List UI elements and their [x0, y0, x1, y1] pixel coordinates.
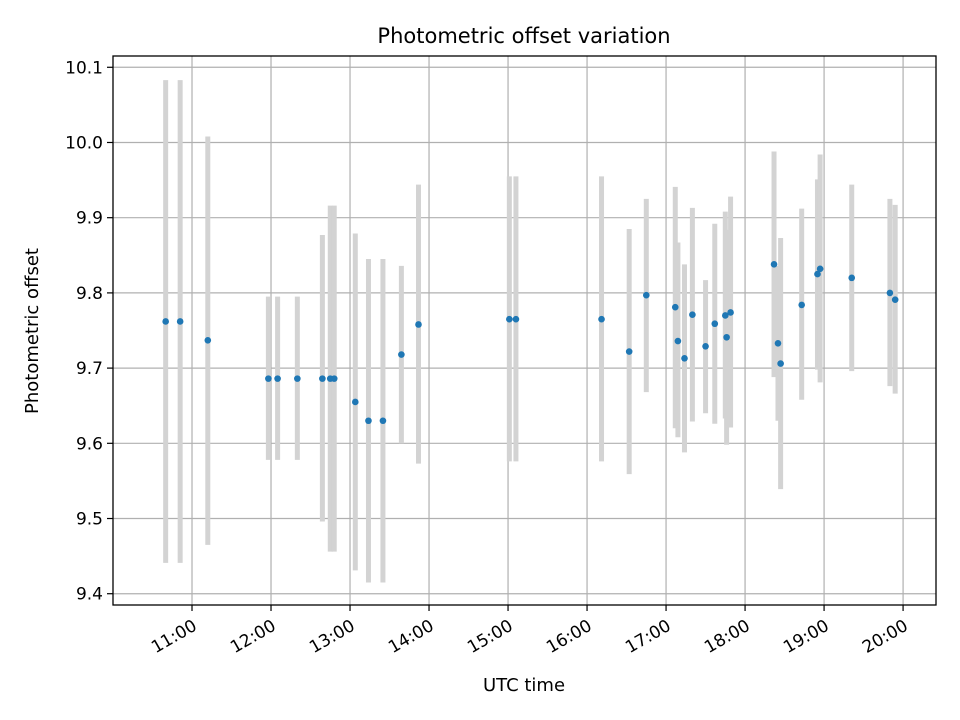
data-point [319, 375, 326, 382]
data-points [162, 261, 899, 425]
data-point [816, 265, 824, 273]
y-tick-label: 9.4 [76, 585, 103, 605]
data-point [274, 375, 281, 382]
data-point [365, 417, 372, 425]
data-point [777, 360, 784, 367]
data-point [689, 311, 696, 319]
data-point [722, 312, 729, 319]
data-point [265, 375, 272, 382]
data-point [727, 309, 734, 316]
data-point [723, 333, 730, 341]
data-point [162, 318, 169, 325]
data-point [176, 318, 184, 325]
y-tick-label: 9.9 [76, 209, 103, 229]
data-point [671, 303, 679, 311]
data-point [598, 315, 605, 323]
y-tick-label: 10.0 [65, 133, 103, 153]
data-point [774, 339, 782, 347]
data-point [711, 320, 719, 328]
data-point [702, 342, 709, 350]
data-point [351, 398, 359, 406]
data-point [330, 375, 338, 382]
data-point [512, 315, 520, 323]
y-tick-label: 9.7 [76, 359, 103, 379]
data-point [886, 289, 894, 297]
y-tick-label: 9.6 [76, 434, 103, 454]
data-point [398, 351, 405, 358]
y-axis-ticks: 9.4 9.5 9.6 9.7 9.8 9.9 10.0 10.1 [65, 58, 113, 605]
data-point [643, 291, 650, 299]
grid [113, 56, 936, 605]
y-tick-label: 10.1 [65, 58, 103, 78]
chart-title: Photometric offset variation [377, 24, 670, 48]
data-point [891, 296, 899, 303]
x-axis-title: UTC time [483, 675, 565, 696]
data-point [770, 261, 778, 268]
data-point [625, 348, 633, 355]
data-point [379, 417, 387, 425]
data-point [848, 274, 856, 282]
data-point [506, 315, 513, 323]
data-point [814, 270, 821, 278]
data-point [204, 336, 212, 344]
y-axis-title: Photometric offset [22, 248, 43, 414]
y-tick-label: 9.8 [76, 284, 103, 304]
data-point [674, 337, 682, 345]
data-point [294, 375, 301, 382]
data-point [681, 355, 688, 362]
plot-frame [112, 55, 937, 606]
data-point [415, 321, 422, 328]
data-point [798, 301, 805, 309]
y-tick-label: 9.5 [76, 510, 103, 530]
